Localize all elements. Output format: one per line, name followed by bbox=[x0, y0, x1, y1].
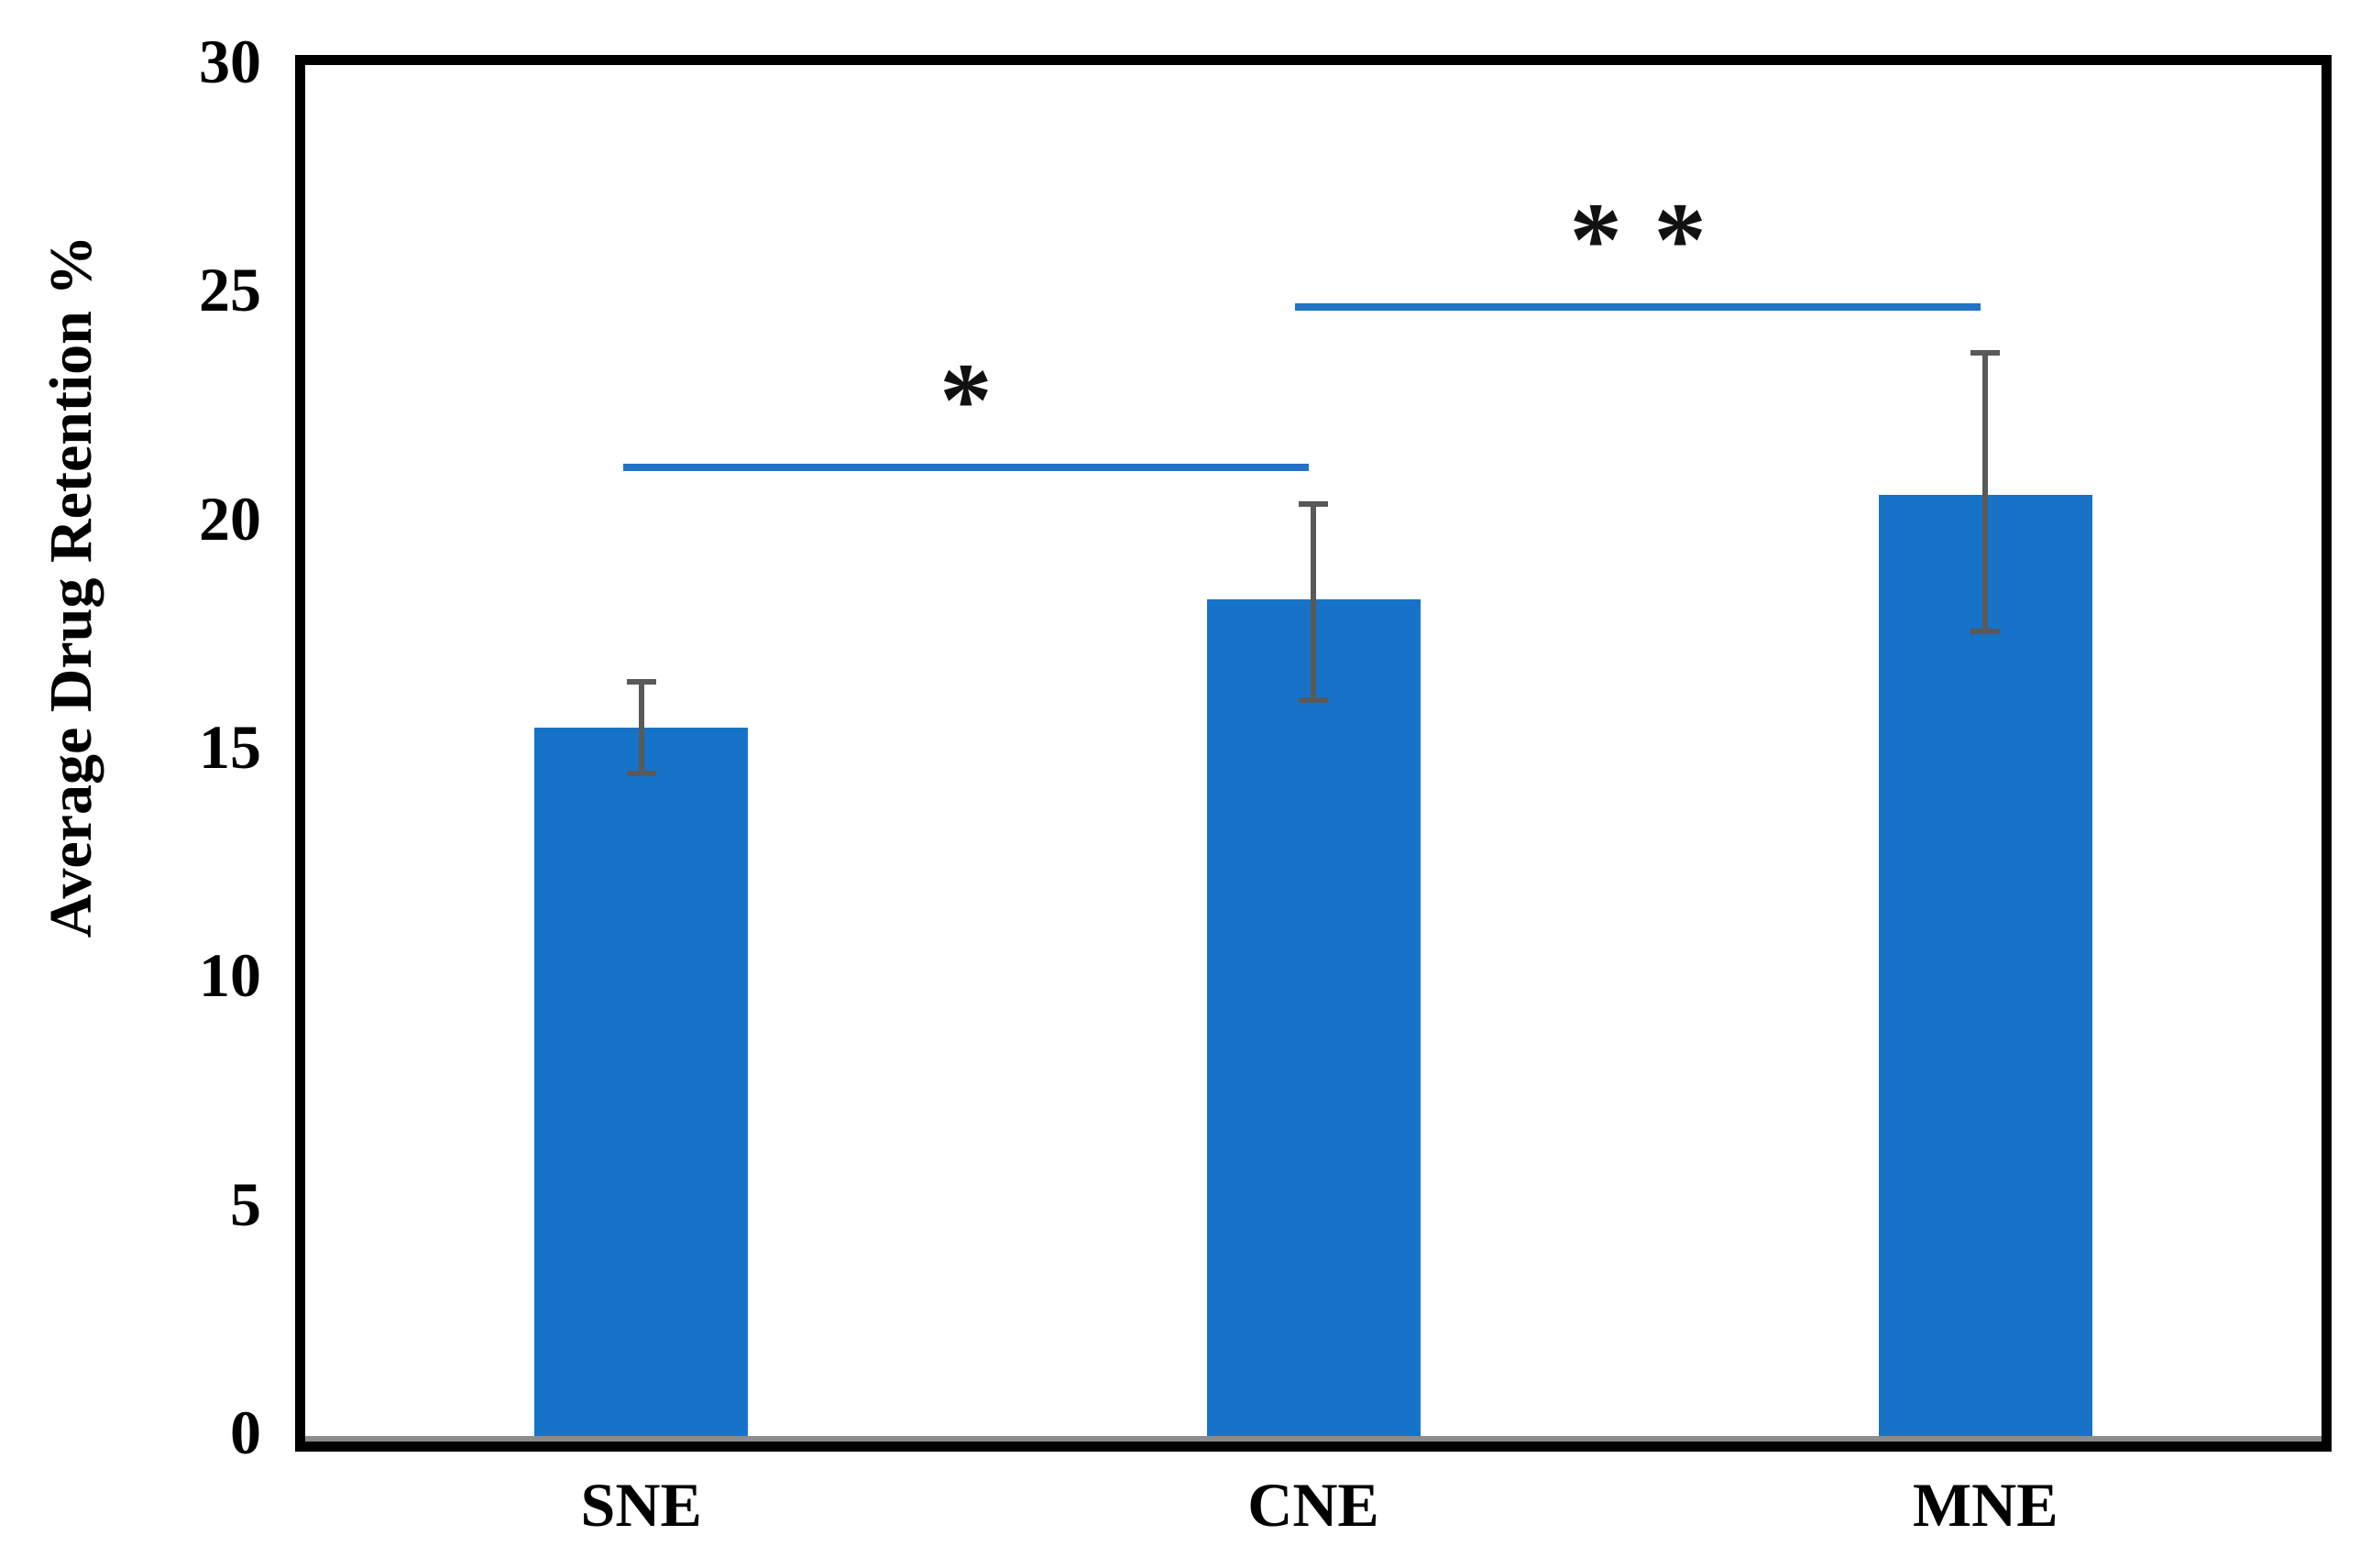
bar-mne bbox=[1878, 494, 2092, 1436]
error-bar-cap-top bbox=[1299, 500, 1328, 507]
bar-cne bbox=[1206, 599, 1421, 1436]
significance-line bbox=[622, 463, 1309, 471]
y-axis-title: Average Drug Retention % bbox=[38, 235, 104, 938]
x-category-label-sne: SNE bbox=[580, 1470, 702, 1540]
significance-star: * bbox=[939, 341, 993, 458]
y-tick-label: 15 bbox=[199, 712, 261, 782]
error-bar-vertical bbox=[638, 682, 644, 773]
significance-star: * bbox=[1569, 181, 1622, 299]
x-axis-line bbox=[305, 1436, 2322, 1442]
y-tick-label: 10 bbox=[199, 940, 261, 1011]
error-bar-cap-bottom bbox=[1970, 629, 2001, 635]
significance-star: * bbox=[1653, 181, 1707, 299]
error-bar-vertical bbox=[1982, 353, 1989, 632]
y-tick-label: 20 bbox=[199, 483, 261, 554]
significance-line bbox=[1295, 303, 1981, 312]
error-bar-cap-top bbox=[1970, 350, 2001, 356]
y-tick-label: 30 bbox=[199, 27, 261, 96]
error-bar-cap-top bbox=[626, 679, 656, 685]
error-bar-cap-bottom bbox=[1299, 697, 1328, 704]
y-tick-label: 5 bbox=[230, 1168, 261, 1239]
error-bar-vertical bbox=[1311, 503, 1316, 701]
y-tick-label: 0 bbox=[230, 1398, 261, 1467]
error-bar-cap-bottom bbox=[626, 770, 656, 776]
y-tick-label: 25 bbox=[199, 255, 261, 325]
x-category-label-mne: MNE bbox=[1913, 1470, 2058, 1540]
x-category-label-cne: CNE bbox=[1247, 1470, 1379, 1540]
bar-sne bbox=[534, 728, 749, 1436]
